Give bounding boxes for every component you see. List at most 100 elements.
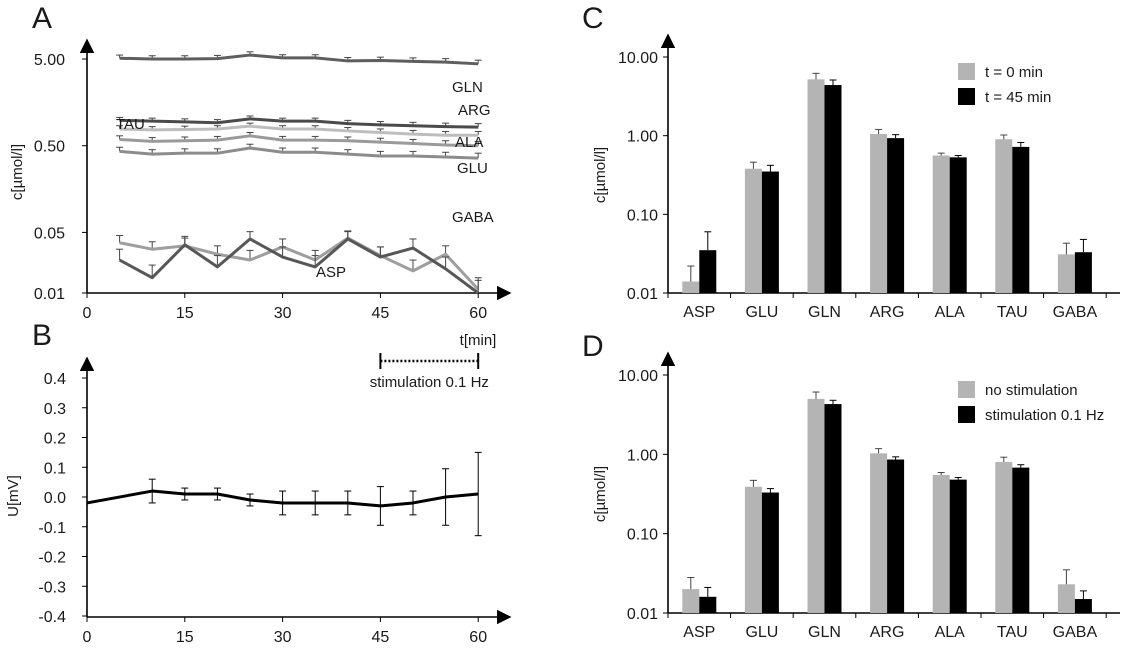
panel-d-bar-stimulation-0-1-hz xyxy=(699,596,717,613)
panel-a-series-line xyxy=(119,146,479,160)
panel-d-y-tick-label: 0.10 xyxy=(627,527,658,544)
panel-d-bar-no-stimulation xyxy=(807,398,825,613)
panel-a-x-tick-label: 15 xyxy=(176,305,194,322)
panel-b-x-tick-label: 15 xyxy=(176,629,194,646)
panel-c-y-tick-label: 10.00 xyxy=(618,50,658,67)
panel-d-bar-no-stimulation xyxy=(744,486,762,613)
panel-a-series-glu: GLU xyxy=(116,143,488,177)
panel-c-bar-t-45-min xyxy=(1012,146,1030,293)
panel-a-x-axis-label: t[min] xyxy=(460,332,497,349)
panel-b-y-tick-label: 0.1 xyxy=(44,460,66,477)
panel-d-legend-label: no stimulation xyxy=(985,382,1078,399)
panel-d-bar-no-stimulation xyxy=(932,474,950,613)
panel-a-series-label: ALA xyxy=(455,134,483,151)
panel-a-line-chart: 5.00 0.50 0.05 0.01 0 15 30 45 60 t[min] c[µmol/l]… xyxy=(9,38,512,391)
panel-d-legend-swatch-no-stimulation xyxy=(958,381,975,398)
panel-b-y-tick-label: -0.3 xyxy=(38,579,66,596)
panel-b-line-chart: 0.4 0.3 0.2 0.1 0.0 -0.1 -0.2 -0.3 -0.4 0 15 30 45 60… xyxy=(5,356,512,646)
panel-a-series-label: GLU xyxy=(457,160,488,177)
panel-d-category-label: GLN xyxy=(808,624,841,641)
panel-c-category-label: ARG xyxy=(870,304,905,321)
panel-a-series-arg: ARG xyxy=(116,102,491,129)
panel-d-bar-no-stimulation xyxy=(682,589,700,613)
panel-d-bar-no-stimulation xyxy=(1057,584,1075,613)
panel-b-y-tick-label: 0.0 xyxy=(44,490,66,507)
panel-c-bar-t-0-min xyxy=(870,133,888,293)
panel-a-series-tau: TAU xyxy=(116,116,482,137)
panel-d-y-tick-label: 10.00 xyxy=(618,368,658,385)
panel-b-x-tick-label: 45 xyxy=(372,629,390,646)
panel-b-y-tick-label: 0.2 xyxy=(44,431,66,448)
panel-b-x-tick-label: 30 xyxy=(274,629,292,646)
panel-letter-a: A xyxy=(32,2,52,35)
panel-c-legend-label: t = 45 min xyxy=(985,89,1051,106)
panel-d-bar-stimulation-0-1-hz xyxy=(949,479,967,613)
panel-a-x-tick-label: 30 xyxy=(274,305,292,322)
panel-c-y-tick-label: 0.10 xyxy=(627,207,658,224)
panel-c-category-label: GLN xyxy=(808,304,841,321)
panel-b-y-tick-label: -0.4 xyxy=(38,609,66,626)
panel-c-category-label: ASP xyxy=(683,304,715,321)
panel-d-bar-stimulation-0-1-hz xyxy=(1012,467,1030,613)
panel-b-y-tick-label: 0.3 xyxy=(44,401,66,418)
panel-d-bar-no-stimulation xyxy=(870,453,888,613)
stimulation-interval-label: stimulation 0.1 Hz xyxy=(370,374,489,391)
panel-c-bar-t-0-min xyxy=(682,281,700,293)
panel-c-bar-t-45-min xyxy=(761,171,779,293)
panel-a-y-tick-label: 0.05 xyxy=(34,225,65,242)
panel-c-bar-t-45-min xyxy=(949,157,967,293)
panel-letter-c: C xyxy=(582,2,604,35)
panel-d-legend-swatch-stimulation-0-1-hz xyxy=(958,406,975,423)
panel-c-category-label: ALA xyxy=(935,304,966,321)
panel-c-y-tick-label: 0.01 xyxy=(627,286,658,303)
panel-c-legend-swatch-t-45-min xyxy=(958,88,975,105)
panel-b-voltage-line xyxy=(86,489,479,508)
panel-d-bar-stimulation-0-1-hz xyxy=(1074,599,1092,613)
panel-a-series-label: GLN xyxy=(452,79,483,96)
panel-a-series-gaba: GABA xyxy=(116,209,494,291)
panel-a-x-tick-label: 45 xyxy=(372,305,390,322)
panel-a-series-label: GABA xyxy=(452,209,494,226)
panel-letter-b: B xyxy=(32,319,52,352)
panel-d-bar-no-stimulation xyxy=(995,462,1013,613)
panel-d-y-tick-label: 0.01 xyxy=(627,606,658,623)
panel-d-legend-label: stimulation 0.1 Hz xyxy=(985,407,1104,424)
panel-a-y-tick-label: 0.50 xyxy=(34,139,65,156)
panel-a-x-tick-label: 0 xyxy=(83,305,92,322)
panel-c-legend-label: t = 0 min xyxy=(985,64,1043,81)
panel-a-series-line xyxy=(119,53,479,66)
panel-d-bar-chart: 10.00 1.00 0.10 0.01 c[µmol/l] ASP GLU GLN ARG AL… xyxy=(592,351,1120,641)
panel-c-category-label: GLU xyxy=(745,304,778,321)
panel-a-series-line xyxy=(118,237,480,295)
panel-c-bar-t-0-min xyxy=(744,168,762,293)
panel-d-category-label: TAU xyxy=(997,624,1028,641)
panel-c-bar-chart: 10.00 1.00 0.10 0.01 c[µmol/l] ASP GLU GLN ARG AL… xyxy=(592,33,1120,321)
panel-a-series-ala: ALA xyxy=(116,131,483,151)
panel-a-x-tick-label: 60 xyxy=(469,305,487,322)
panel-a-y-tick-label: 0.01 xyxy=(34,286,65,303)
panel-c-bar-t-45-min xyxy=(887,138,905,293)
panel-d-y-tick-label: 1.00 xyxy=(627,447,658,464)
panel-c-y-axis-label: c[µmol/l] xyxy=(592,147,609,203)
panel-a-series-line xyxy=(119,124,479,137)
panel-d-category-label: ARG xyxy=(870,624,905,641)
panel-a-series-asp: ASP xyxy=(116,231,482,295)
panel-c-bar-t-0-min xyxy=(807,79,825,294)
panel-a-series-label: ASP xyxy=(316,264,346,281)
panel-b-y-tick-label: -0.2 xyxy=(38,550,66,567)
panel-d-bar-stimulation-0-1-hz xyxy=(887,459,905,613)
panel-d-category-label: ALA xyxy=(935,624,966,641)
panel-c-bar-t-0-min xyxy=(995,139,1013,293)
panel-a-series-line xyxy=(119,134,479,148)
panel-d-category-label: GLU xyxy=(745,624,778,641)
panel-b-x-tick-label: 60 xyxy=(469,629,487,646)
panel-letter-d: D xyxy=(582,330,604,363)
panel-c-bar-t-0-min xyxy=(1057,254,1075,293)
panel-c-bar-t-45-min xyxy=(699,250,717,293)
panel-d-bar-stimulation-0-1-hz xyxy=(761,492,779,613)
panel-b-y-tick-label: 0.4 xyxy=(44,371,66,388)
panel-a-series-line xyxy=(119,236,480,291)
panel-d-category-label: ASP xyxy=(683,624,715,641)
panel-b-y-axis-label: U[mV] xyxy=(5,475,22,517)
